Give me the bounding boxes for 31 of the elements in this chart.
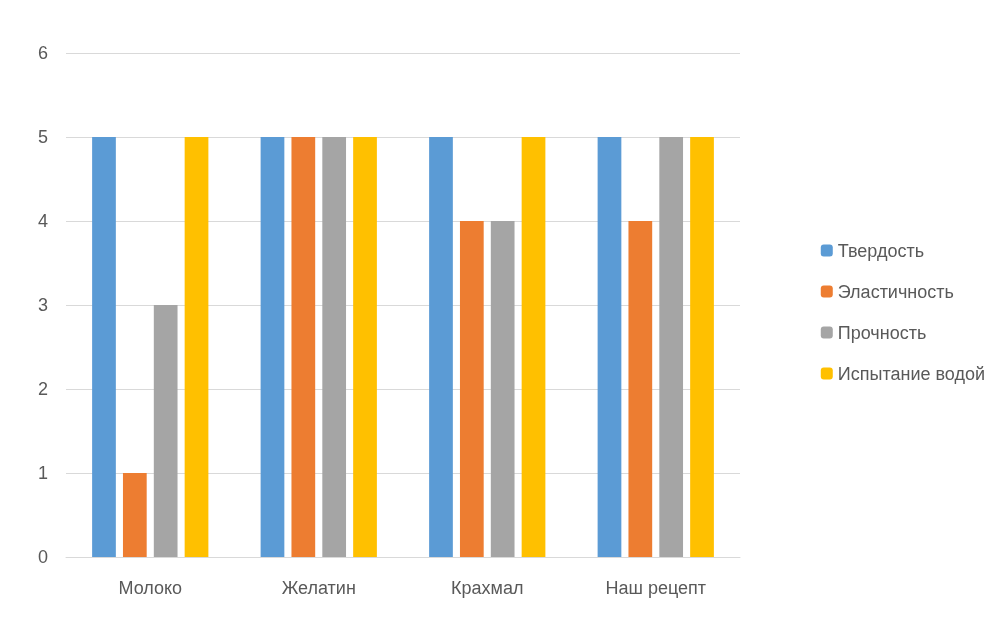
- bar: [122, 473, 147, 557]
- bar: [153, 305, 178, 557]
- bar: [459, 221, 484, 557]
- x-tick-label: Молоко: [118, 578, 183, 598]
- x-tick-label: Наш рецепт: [605, 578, 707, 598]
- legend-label: Прочность: [837, 322, 927, 343]
- bar: [690, 137, 714, 557]
- bar: [659, 137, 684, 557]
- bar: [490, 221, 515, 557]
- y-tick-label: 3: [37, 295, 48, 315]
- bar: [628, 221, 653, 557]
- bar: [322, 137, 347, 557]
- bar: [429, 137, 453, 557]
- bar: [353, 137, 377, 557]
- x-tick-label: Крахмал: [451, 578, 524, 598]
- bar: [597, 137, 622, 557]
- y-tick-label: 0: [37, 547, 48, 567]
- y-tick-label: 6: [37, 43, 48, 63]
- y-tick-label: 5: [37, 127, 48, 147]
- bar: [291, 137, 316, 557]
- bar: [184, 137, 209, 557]
- bar: [260, 137, 285, 557]
- y-tick-label: 2: [37, 379, 48, 399]
- bar: [92, 137, 116, 557]
- x-tick-label: Желатин: [281, 578, 356, 598]
- y-tick-label: 4: [37, 211, 48, 231]
- legend-label: Эластичность: [837, 281, 954, 302]
- legend-label: Испытание водой: [837, 363, 986, 384]
- bar: [521, 137, 546, 557]
- y-tick-label: 1: [37, 463, 48, 483]
- legend-label: Твердость: [837, 240, 925, 261]
